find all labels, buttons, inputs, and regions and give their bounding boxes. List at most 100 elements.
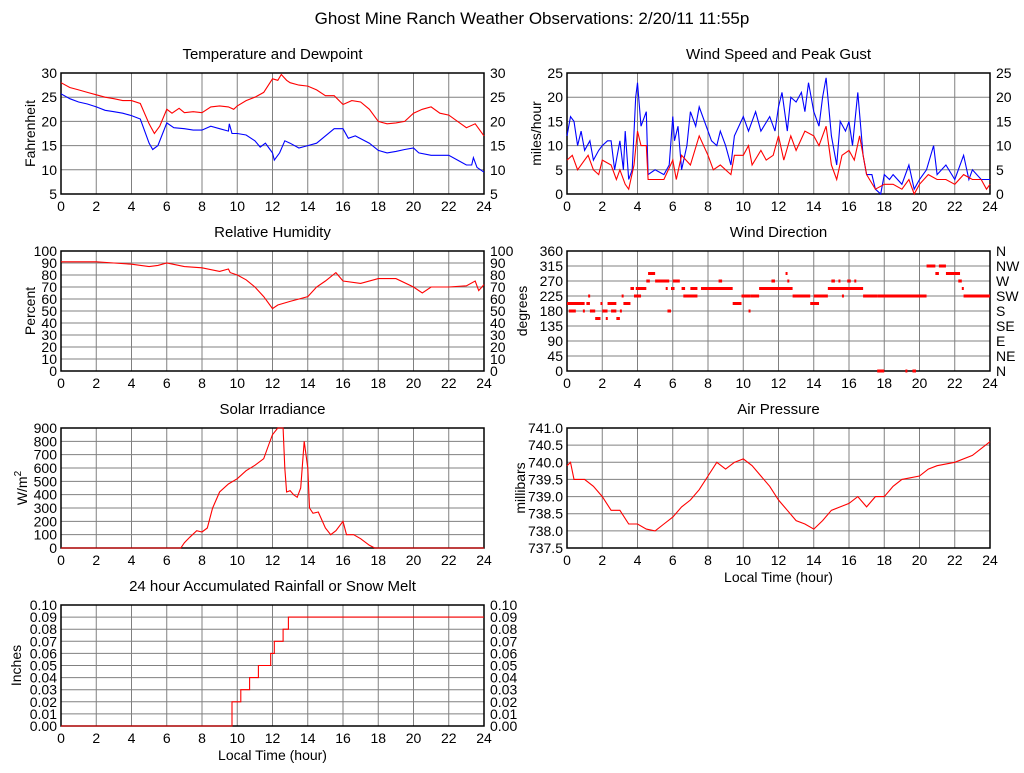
x-axis-label: Local Time (hour) — [724, 569, 833, 585]
y-axis-label: W/m2 — [13, 470, 30, 505]
right-tick-label: 10 — [490, 162, 506, 178]
y-tick-label: 0.05 — [30, 658, 57, 674]
x-tick-label: 20 — [912, 198, 928, 214]
wind-direction-point — [575, 302, 585, 305]
right-tick-label: 0.07 — [490, 633, 517, 649]
wind-direction-point — [831, 279, 835, 283]
x-tick-label: 16 — [335, 198, 351, 214]
wind-direction-point — [611, 309, 617, 313]
x-tick-label: 0 — [563, 375, 571, 391]
y-tick-label: 200 — [34, 513, 58, 529]
wind-direction-point — [670, 287, 675, 290]
y-tick-label: 20 — [41, 339, 57, 355]
right-tick-label: 0 — [490, 363, 498, 379]
y-axis-label: Fahrenheit — [22, 100, 38, 167]
right-tick-label: W — [996, 273, 1010, 289]
chart-rain: 24 hour Accumulated Rainfall or Snow Mel… — [8, 578, 517, 763]
x-tick-label: 0 — [57, 552, 65, 568]
x-tick-label: 20 — [406, 730, 422, 746]
wind-direction-point — [759, 287, 793, 290]
x-tick-label: 4 — [634, 375, 642, 391]
y-tick-label: 738.5 — [528, 506, 563, 522]
x-tick-label: 14 — [806, 198, 822, 214]
x-tick-label: 14 — [300, 552, 316, 568]
x-tick-label: 6 — [669, 198, 677, 214]
right-tick-label: SW — [996, 288, 1019, 304]
x-tick-label: 8 — [198, 198, 206, 214]
y-tick-label: 10 — [41, 351, 57, 367]
wind-direction-point — [623, 302, 631, 305]
y-tick-label: 740.0 — [528, 454, 563, 470]
x-tick-label: 4 — [634, 552, 642, 568]
y-axis-label: Inches — [8, 645, 24, 686]
wind-direction-point — [935, 272, 939, 275]
y-tick-label: 741.0 — [528, 420, 563, 436]
chart-title: Wind Direction — [730, 224, 828, 241]
series-line-relative-humidity — [61, 261, 485, 310]
series-line-accumulated-rainfall — [61, 616, 484, 727]
y-tick-label: 0.09 — [30, 609, 57, 625]
plot-frame — [60, 427, 485, 549]
x-tick-label: 24 — [982, 552, 998, 568]
wind-direction-point — [841, 294, 844, 298]
x-tick-label: 14 — [806, 552, 822, 568]
y-tick-label: 60 — [41, 291, 57, 307]
x-tick-label: 10 — [229, 730, 245, 746]
y-tick-label: 737.5 — [528, 540, 563, 556]
y-tick-label: 500 — [34, 473, 58, 489]
right-tick-label: 25 — [490, 89, 506, 105]
right-tick-label: 25 — [996, 65, 1012, 81]
x-tick-label: 16 — [335, 375, 351, 391]
y-tick-label: 400 — [34, 487, 58, 503]
y-axis-label: millibars — [512, 462, 528, 513]
x-tick-label: 0 — [57, 730, 65, 746]
x-tick-label: 12 — [265, 375, 281, 391]
right-tick-label: 0.09 — [490, 609, 517, 625]
wind-direction-point — [595, 317, 601, 320]
x-tick-label: 12 — [771, 198, 787, 214]
right-tick-label: SE — [996, 318, 1015, 334]
x-tick-label: 2 — [92, 198, 100, 214]
x-axis-label: Local Time (hour) — [218, 747, 327, 763]
y-tick-label: 225 — [540, 288, 564, 304]
right-tick-label: 0.03 — [490, 682, 517, 698]
right-tick-label: 10 — [996, 138, 1012, 154]
wind-direction-point — [683, 294, 698, 298]
x-tick-label: 10 — [735, 198, 751, 214]
right-tick-label: 15 — [996, 113, 1012, 129]
right-tick-label: 0 — [996, 186, 1004, 202]
right-tick-label: E — [996, 333, 1005, 349]
wind-direction-point — [582, 309, 585, 313]
right-tick-label: 90 — [490, 255, 506, 271]
series-line-dewpoint — [60, 93, 485, 173]
wind-direction-point — [912, 369, 916, 373]
y-tick-label: 0 — [555, 186, 563, 202]
wind-direction-point — [646, 279, 650, 283]
wind-direction-point — [827, 287, 864, 290]
wind-direction-point — [748, 309, 751, 313]
x-tick-label: 18 — [876, 375, 892, 391]
right-tick-label: N — [996, 243, 1006, 259]
series-line-temperature — [60, 73, 485, 137]
x-tick-label: 4 — [128, 730, 136, 746]
x-tick-label: 24 — [476, 552, 492, 568]
x-tick-label: 14 — [300, 730, 316, 746]
right-tick-label: 15 — [490, 138, 506, 154]
y-tick-label: 739.5 — [528, 471, 563, 487]
right-tick-label: 0.02 — [490, 694, 517, 710]
right-tick-label: 0.10 — [490, 597, 517, 613]
x-tick-label: 0 — [57, 198, 65, 214]
y-tick-label: 315 — [540, 258, 564, 274]
wind-direction-point — [877, 369, 885, 373]
wind-direction-point — [741, 294, 751, 298]
wind-direction-point — [607, 302, 617, 305]
x-tick-label: 8 — [198, 375, 206, 391]
series-line-peak-gust — [566, 77, 990, 196]
wind-direction-point — [600, 302, 603, 305]
series-line-wind-speed — [566, 126, 991, 196]
x-tick-label: 18 — [370, 375, 386, 391]
x-tick-label: 2 — [92, 730, 100, 746]
right-tick-label: 0.05 — [490, 658, 517, 674]
